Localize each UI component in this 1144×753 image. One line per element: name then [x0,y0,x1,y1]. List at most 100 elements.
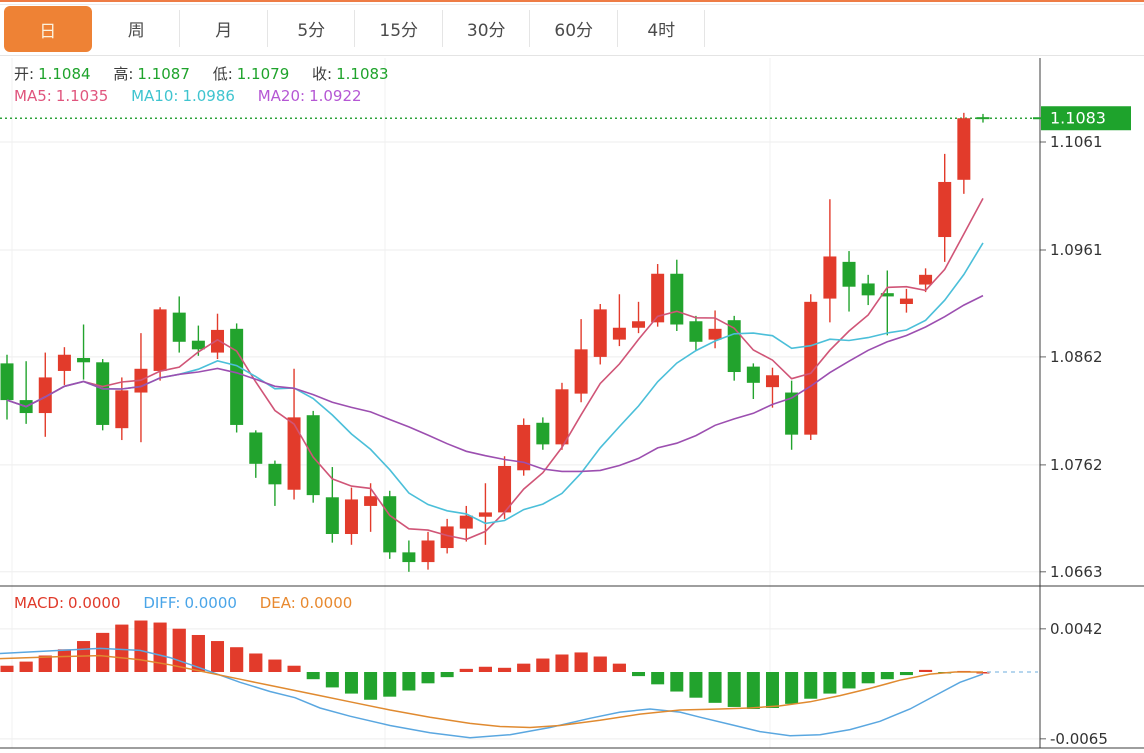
candle-body [536,422,550,445]
candle-body [459,515,473,529]
low-label: 低: [212,65,233,83]
candle-body [230,328,244,425]
candle-body [421,540,435,563]
candle-body [440,526,454,549]
open-label: 开: [14,65,35,83]
ma20-label: MA20: [257,87,306,105]
candle-body [172,312,186,342]
macd-bar [842,672,856,689]
candle-body [555,389,569,445]
candle-body [57,354,71,371]
macd-bar [574,652,588,672]
macd-bar [746,672,760,710]
diff-line [0,647,984,739]
candle-body [574,349,588,394]
macd-bar [593,656,607,672]
macd-bar [230,647,244,672]
macd-bar [555,654,569,672]
macd-bar [651,672,665,685]
close-value: 1.1083 [336,65,389,83]
candle-body [632,321,646,328]
candle-body [861,283,875,296]
tab-week[interactable]: 周 [93,2,181,55]
ohlc-legend: 开: 1.1084 高: 1.1087 低: 1.1079 收: 1.1083 [14,63,393,84]
candle-body [765,375,779,388]
macd-bar [344,672,358,694]
macd-bar [325,672,339,688]
ma10-label: MA10: [131,87,179,105]
candle-body [938,181,952,238]
macd-bar [689,672,703,698]
macd-bar [211,641,225,672]
diff-label: DIFF: [143,594,181,612]
macd-bar [899,672,913,676]
open-value: 1.1084 [38,65,91,83]
candle-body [306,415,320,496]
candle-body [689,321,703,342]
macd-bar [919,669,933,672]
price-tag [1041,106,1131,131]
price-tick-label: 1.1061 [1050,133,1103,151]
macd-bar [517,663,531,672]
price-tick-label: 1.0762 [1050,456,1103,474]
dea-value: 0.0000 [299,594,353,612]
price-tick-label: 1.0862 [1050,348,1103,366]
macd-bar [727,672,741,707]
tab-month[interactable]: 月 [180,2,268,55]
tab-day[interactable]: 日 [4,6,92,52]
candle-body [115,390,129,429]
candle-body [153,309,167,371]
dea-line [0,654,983,729]
tab-30min[interactable]: 30分 [443,2,531,55]
macd-label: MACD: [14,594,65,612]
candle-body [976,117,990,120]
macd-bar [861,672,875,684]
macd-bar [153,622,167,672]
macd-bar [402,672,416,691]
tab-15min[interactable]: 15分 [355,2,443,55]
ma-legend: MA5: 1.1035 MA10: 1.0986 MA20: 1.0922 [14,87,366,105]
candle-body [785,392,799,435]
macd-tick-label: 0.0042 [1050,620,1103,638]
macd-bar [785,672,799,704]
tab-4hour[interactable]: 4时 [618,2,706,55]
candle-body [96,362,110,425]
candle-body [498,465,512,513]
macd-bar [57,649,71,672]
macd-bar [287,665,301,672]
tab-5min[interactable]: 5分 [268,2,356,55]
candle-body [804,301,818,435]
candle-body [899,298,913,304]
candle-body [746,366,760,383]
ma10-value: 1.0986 [182,87,235,105]
macd-bar [632,672,646,677]
macd-legend: MACD: 0.0000 DIFF: 0.0000 DEA: 0.0000 [14,594,356,612]
macd-bar [191,634,205,672]
candle-body [287,417,301,490]
candle-body [823,256,837,299]
ma5-value: 1.1035 [55,87,109,105]
diff-value: 0.0000 [184,594,237,612]
candle-body [344,499,358,535]
candle-body [77,357,91,363]
ma20-line [6,294,984,473]
macd-bar [823,672,837,694]
macd-bar [96,632,110,672]
candle-body [957,118,971,180]
candle-body [880,293,894,297]
candle-body [708,328,722,340]
macd-value: 0.0000 [68,594,121,612]
high-label: 高: [113,65,134,83]
candle-body [517,424,531,471]
tab-60min[interactable]: 60分 [530,2,618,55]
candle-body [0,363,14,401]
candle-body [211,329,225,353]
close-label: 收: [312,65,333,83]
macd-bar [134,620,148,672]
macd-bar [306,672,320,680]
candle-body [364,496,378,506]
candle-body [38,377,52,414]
interval-tabbar: 日 周 月 5分 15分 30分 60分 4时 [0,2,1144,56]
